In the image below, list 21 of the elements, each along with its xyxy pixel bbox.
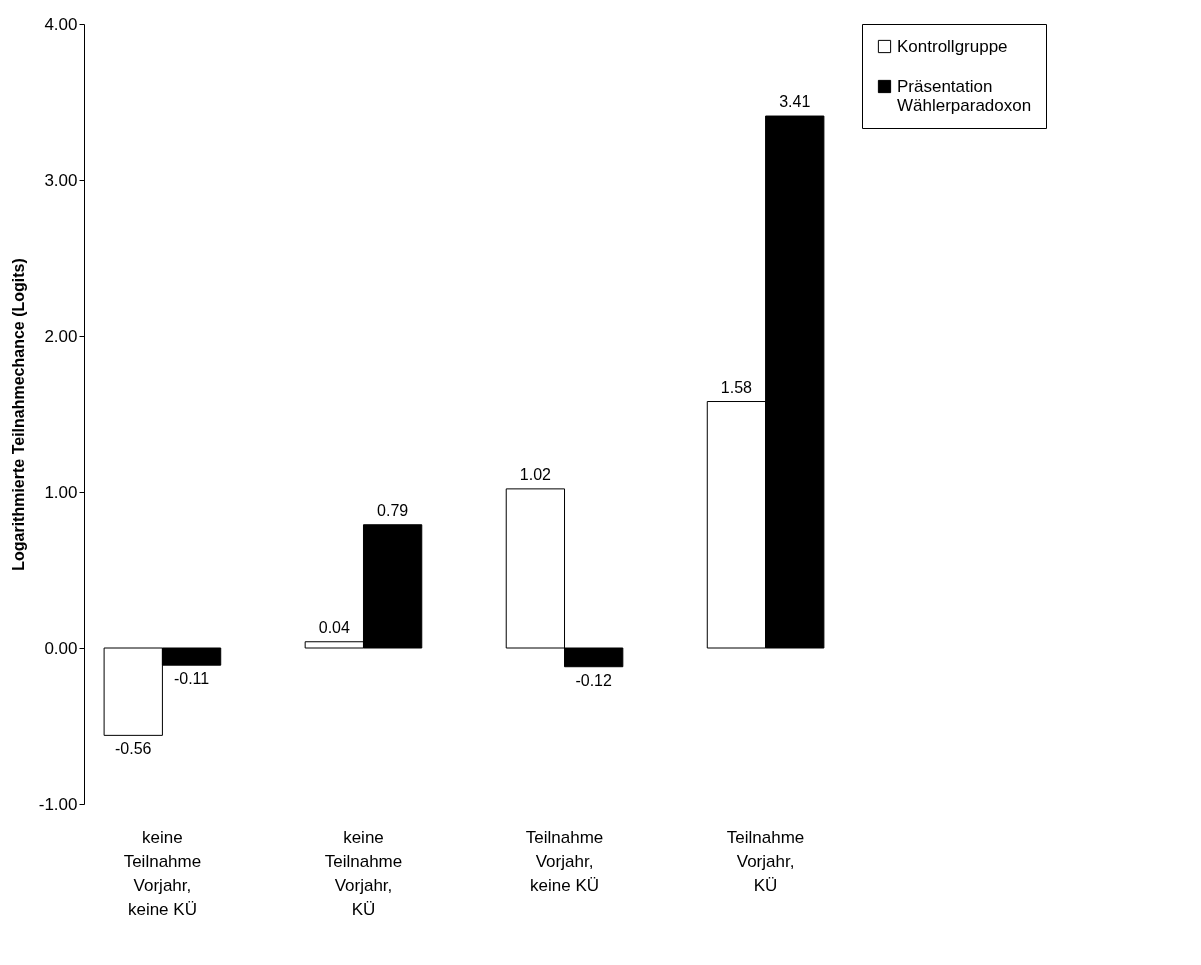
x-tick-label: Teilnahme Vorjahr, KÜ bbox=[726, 827, 805, 895]
x-tick-label: Teilnahme Vorjahr, keine KÜ bbox=[525, 827, 604, 895]
x-tick-label: keine Teilnahme Vorjahr, keine KÜ bbox=[123, 827, 202, 919]
y-axis-title: Logarithmierte Teilnahmechance (Logits) bbox=[9, 258, 27, 571]
y-tick-label: 3.00 bbox=[44, 170, 78, 190]
data-label: 0.04 bbox=[318, 618, 350, 636]
data-label: -0.56 bbox=[115, 740, 152, 758]
data-label: 3.41 bbox=[779, 93, 811, 111]
y-tick-label: 2.00 bbox=[44, 326, 78, 346]
data-label: 0.79 bbox=[377, 501, 409, 519]
y-tick-label: 0.00 bbox=[44, 638, 78, 658]
y-tick-label: 4.00 bbox=[44, 14, 78, 34]
data-label: -0.11 bbox=[173, 670, 210, 688]
data-label: -0.12 bbox=[575, 671, 613, 689]
legend-label: Präsentation Wählerparadoxon bbox=[897, 76, 1032, 115]
x-tick-label: keine Teilnahme Vorjahr, KÜ bbox=[324, 827, 403, 919]
data-label: 1.58 bbox=[720, 378, 753, 396]
y-tick-label: 1.00 bbox=[44, 482, 78, 502]
y-tick-label: -1.00 bbox=[38, 794, 78, 814]
legend-label: Kontrollgruppe bbox=[897, 36, 1008, 56]
data-label: 1.02 bbox=[519, 465, 552, 483]
